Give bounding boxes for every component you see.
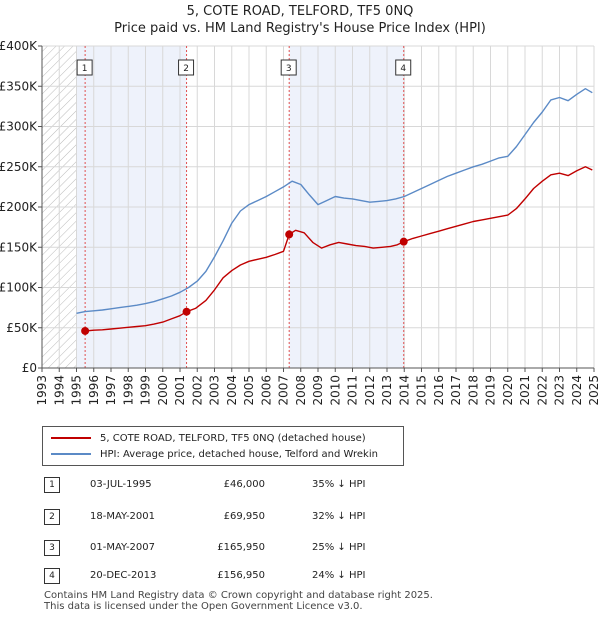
x-tick-label: 1999 xyxy=(139,375,153,406)
y-tick-label: £150K xyxy=(0,240,38,254)
x-tick-label: 2025 xyxy=(587,375,600,406)
sale-number-box xyxy=(280,59,297,76)
sale-date: 01-MAY-2007 xyxy=(90,542,156,553)
sale-row: 4 20-DEC-2013 £156,950 24% ↓ HPI xyxy=(0,566,600,588)
sale-number-box xyxy=(395,59,412,76)
x-tick-label: 1998 xyxy=(121,375,135,406)
sale-number-label: 2 xyxy=(183,64,189,74)
footer-line-licence: This data is licensed under the Open Gov… xyxy=(44,601,363,612)
x-tick-label: 2010 xyxy=(328,375,342,406)
sale-number-badge: 3 xyxy=(44,540,60,556)
sale-hpi-diff: 25% ↓ HPI xyxy=(312,542,366,553)
x-tick-label: 2007 xyxy=(277,375,291,406)
sale-date: 18-MAY-2001 xyxy=(90,511,156,522)
x-tick-label: 2014 xyxy=(397,375,411,406)
x-tick-label: 2015 xyxy=(415,375,429,406)
x-tick-label: 2012 xyxy=(363,375,377,406)
y-tick-label: £400K xyxy=(0,39,38,53)
x-tick-label: 2000 xyxy=(156,375,170,406)
x-tick-label: 2021 xyxy=(518,375,532,406)
x-tick-label: 2020 xyxy=(501,375,515,406)
sale-number-label: 3 xyxy=(286,64,292,74)
sale-price: £69,950 xyxy=(223,511,265,522)
x-tick-label: 2023 xyxy=(553,375,567,406)
y-tick-label: £250K xyxy=(0,160,38,174)
sale-date: 20-DEC-2013 xyxy=(90,570,157,581)
x-tick-label: 2019 xyxy=(484,375,498,406)
x-tick-label: 1993 xyxy=(35,375,49,406)
y-tick-label: £50K xyxy=(6,321,38,335)
x-tick-label: 2013 xyxy=(380,375,394,406)
page-subtitle: Price paid vs. HM Land Registry's House … xyxy=(114,21,486,36)
x-tick-label: 1994 xyxy=(52,375,66,406)
legend-item-hpi: HPI: Average price, detached house, Telf… xyxy=(51,447,378,461)
sale-point xyxy=(81,326,90,335)
x-tick-label: 2008 xyxy=(294,375,308,406)
page-title: 5, COTE ROAD, TELFORD, TF5 0NQ xyxy=(186,4,414,19)
sale-price: £156,950 xyxy=(217,570,265,581)
x-tick-label: 1996 xyxy=(87,375,101,406)
x-tick-label: 2024 xyxy=(570,375,584,406)
sale-number-box xyxy=(178,59,195,76)
sale-number-badge: 1 xyxy=(44,477,60,493)
sale-number-badge: 2 xyxy=(44,509,60,525)
y-tick-label: £100K xyxy=(0,281,38,295)
x-tick-label: 2009 xyxy=(311,375,325,406)
sale-number-badge: 4 xyxy=(44,568,60,584)
sale-point xyxy=(182,307,191,316)
y-tick-label: £300K xyxy=(0,120,38,134)
sale-hpi-diff: 24% ↓ HPI xyxy=(312,570,366,581)
sale-hpi-diff: 35% ↓ HPI xyxy=(312,479,366,490)
series-line xyxy=(76,87,593,314)
legend-item-property: 5, COTE ROAD, TELFORD, TF5 0NQ (detached… xyxy=(51,431,366,445)
x-tick-label: 1997 xyxy=(104,375,118,406)
sale-row: 1 03-JUL-1995 £46,000 35% ↓ HPI xyxy=(0,475,600,497)
y-tick-label: £350K xyxy=(0,79,38,93)
x-tick-label: 2022 xyxy=(535,375,549,406)
footer-line-copyright: Contains HM Land Registry data © Crown c… xyxy=(44,590,433,601)
legend-swatch-hpi xyxy=(51,453,91,455)
sale-row: 3 01-MAY-2007 £165,950 25% ↓ HPI xyxy=(0,538,600,560)
sale-number-label: 1 xyxy=(82,64,88,74)
x-tick-label: 2004 xyxy=(225,375,239,406)
sale-price: £46,000 xyxy=(223,479,265,490)
x-tick-label: 2005 xyxy=(242,375,256,406)
sale-number-label: 4 xyxy=(400,64,406,74)
sale-price: £165,950 xyxy=(217,542,265,553)
sale-hpi-diff: 32% ↓ HPI xyxy=(312,511,366,522)
x-tick-label: 2011 xyxy=(346,375,360,406)
footer-attribution: Contains HM Land Registry data © Crown c… xyxy=(44,590,433,612)
x-tick-label: 2017 xyxy=(449,375,463,406)
sale-number-box xyxy=(76,59,93,76)
sale-point xyxy=(399,237,408,246)
sale-date: 03-JUL-1995 xyxy=(90,479,152,490)
x-tick-label: 2016 xyxy=(432,375,446,406)
x-tick-label: 2018 xyxy=(466,375,480,406)
chart-legend: 5, COTE ROAD, TELFORD, TF5 0NQ (detached… xyxy=(42,426,404,466)
series-line xyxy=(85,166,593,332)
sale-point xyxy=(285,230,294,239)
x-tick-label: 2002 xyxy=(190,375,204,406)
y-tick-label: £0 xyxy=(22,361,37,375)
y-tick-label: £200K xyxy=(0,200,38,214)
x-tick-label: 2001 xyxy=(173,375,187,406)
x-tick-label: 2003 xyxy=(208,375,222,406)
sale-row: 2 18-MAY-2001 £69,950 32% ↓ HPI xyxy=(0,507,600,529)
x-tick-label: 2006 xyxy=(259,375,273,406)
x-tick-label: 1995 xyxy=(70,375,84,406)
legend-label-hpi: HPI: Average price, detached house, Telf… xyxy=(100,448,378,460)
legend-swatch-property xyxy=(51,437,91,439)
legend-label-property: 5, COTE ROAD, TELFORD, TF5 0NQ (detached… xyxy=(100,432,366,444)
price-chart: 1 2 3 4 £0 £50K £100K £150K £200K £250K £300K £350K… xyxy=(0,39,600,406)
